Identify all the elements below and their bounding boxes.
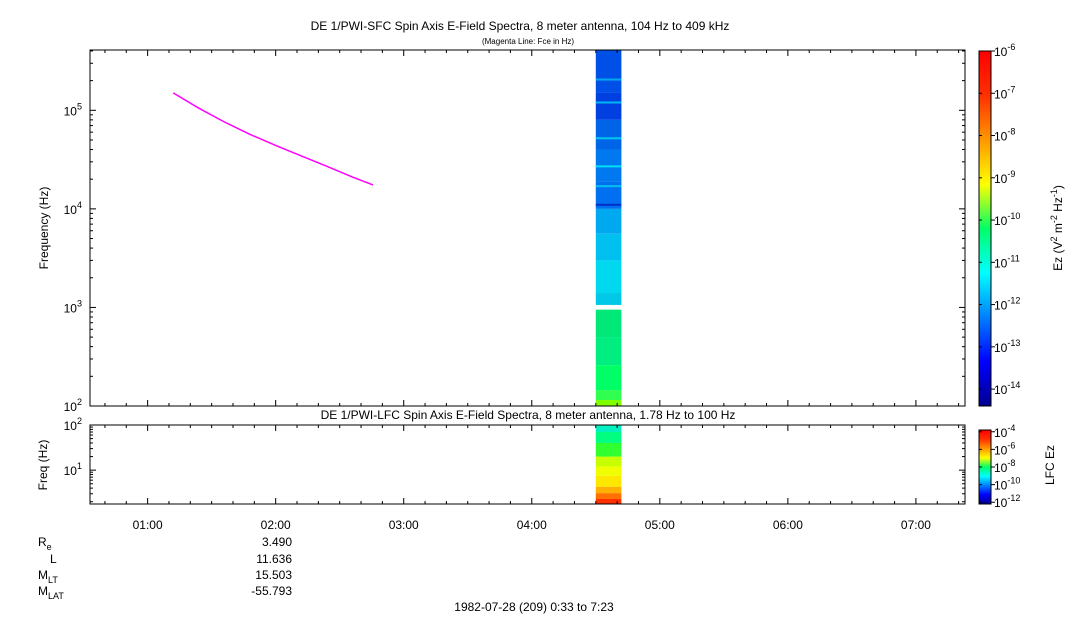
ephemeris-label: MLT xyxy=(38,568,58,585)
lfc-y-label: Freq (Hz) xyxy=(36,440,50,491)
sfc-y-tick-label: 105 xyxy=(64,101,82,118)
colorbar-tick-label: 10-12 xyxy=(994,493,1020,510)
colorbar-tick-label: 10-8 xyxy=(994,127,1015,144)
colorbar-tick-label: 10-11 xyxy=(994,253,1020,270)
lfc-spectrum-band xyxy=(595,486,622,494)
colorbar-tick-label: 10-4 xyxy=(994,423,1015,440)
sfc-y-tick-label: 104 xyxy=(64,200,82,217)
sfc-spectrum-streak xyxy=(595,101,622,104)
lfc-title: DE 1/PWI-LFC Spin Axis E-Field Spectra, … xyxy=(321,408,736,422)
sfc-subtitle: (Magenta Line: Fce in Hz) xyxy=(482,37,574,46)
colorbar-tick-label: 10-12 xyxy=(994,296,1020,313)
sfc-plot-frame xyxy=(89,49,966,407)
sfc-spectrum-band xyxy=(595,365,622,391)
sfc-spectrogram xyxy=(172,50,622,406)
sfc-colorbar-axis: 10-6 10-7 10-8 10-9 10-10 10-11 10-12 10-13 10-1… xyxy=(979,42,1020,397)
lfc-spectrum-band xyxy=(595,456,622,467)
sfc-spectrum-streak xyxy=(595,203,622,206)
lfc-spectrum-band xyxy=(595,442,622,457)
ephemeris-value: -55.793 xyxy=(251,584,292,598)
sfc-spectrum-band xyxy=(595,92,622,120)
ephemeris-table: Re 3.490 L 11.636 MLT 15.503 MLAT -55.793 xyxy=(38,535,292,601)
sfc-spectrum-band xyxy=(595,260,622,294)
lfc-y-tick-label: 102 xyxy=(64,416,82,433)
x-tick-label: 07:00 xyxy=(901,518,931,532)
time-axis: 01:00 02:00 03:00 04:00 05:00 06:00 07:00 xyxy=(104,50,960,532)
lfc-spectrum-band xyxy=(595,466,622,476)
sfc-spectrum-streak xyxy=(595,78,622,81)
lfc-plot-frame xyxy=(89,424,966,505)
sfc-colorbar xyxy=(978,50,992,407)
x-tick-label: 01:00 xyxy=(133,518,163,532)
colorbar-tick-label: 10-10 xyxy=(994,476,1020,493)
sfc-spectrum-band xyxy=(595,337,622,366)
x-tick-label: 05:00 xyxy=(645,518,675,532)
colorbar-tick-label: 10-9 xyxy=(994,169,1015,186)
lfc-spectrogram xyxy=(595,425,622,504)
sfc-spectrum-band xyxy=(595,309,622,338)
lfc-colorbar-label: LFC Ez xyxy=(1043,445,1057,485)
x-tick-label: 03:00 xyxy=(389,518,419,532)
sfc-spectrum-band xyxy=(595,208,622,234)
lfc-spectrum-band xyxy=(595,498,622,504)
colorbar-tick-label: 10-6 xyxy=(994,440,1015,457)
ephemeris-label: Re xyxy=(38,535,52,552)
lfc-y-tick-label: 101 xyxy=(64,461,82,478)
sfc-spectrum-band xyxy=(595,293,622,305)
sfc-spectrum-band xyxy=(595,233,622,261)
colorbar-tick-label: 10-13 xyxy=(994,338,1020,355)
sfc-spectrum-band xyxy=(595,119,622,150)
ephemeris-label: L xyxy=(50,552,57,566)
sfc-y-label: Frequency (Hz) xyxy=(37,187,51,270)
lfc-spectrum-band xyxy=(595,425,622,432)
colorbar-tick-label: 10-7 xyxy=(994,84,1015,101)
sfc-spectrum-streak xyxy=(595,137,622,140)
sfc-y-axis: 102 103 104 105 xyxy=(64,50,965,414)
lfc-spectrum-band xyxy=(595,475,622,487)
ephemeris-value: 15.503 xyxy=(255,568,292,582)
ephemeris-value: 3.490 xyxy=(262,535,292,549)
lfc-spectrum-band xyxy=(595,493,622,499)
sfc-spectrum-band xyxy=(595,390,622,401)
colorbar-tick-label: 10-8 xyxy=(994,458,1015,475)
lfc-spectrum-band xyxy=(595,431,622,443)
lfc-y-axis: 101 102 xyxy=(64,416,965,503)
sfc-spectrum-streak xyxy=(595,185,622,188)
colorbar-tick-label: 10-14 xyxy=(994,380,1020,397)
sfc-spectrum-band xyxy=(595,50,622,93)
x-tick-label: 06:00 xyxy=(773,518,803,532)
sfc-y-tick-label: 102 xyxy=(64,397,82,414)
footer-time-range: 1982-07-28 (209) 0:33 to 7:23 xyxy=(454,600,614,614)
x-tick-label: 02:00 xyxy=(261,518,291,532)
sfc-title: DE 1/PWI-SFC Spin Axis E-Field Spectra, … xyxy=(311,19,730,33)
colorbar-tick-label: 10-6 xyxy=(994,42,1015,59)
sfc-colorbar-label: Ez (V2 m-2 Hz-1) xyxy=(1049,185,1065,271)
colorbar-tick-label: 10-10 xyxy=(994,211,1020,228)
sfc-y-tick-label: 103 xyxy=(64,298,82,315)
ephemeris-value: 11.636 xyxy=(256,552,292,566)
sfc-spectrum-streak xyxy=(595,165,622,168)
sfc-spectrum-band xyxy=(595,400,622,406)
fce-line xyxy=(172,92,374,186)
ephemeris-label: MLAT xyxy=(38,584,64,601)
x-tick-label: 04:00 xyxy=(517,518,547,532)
